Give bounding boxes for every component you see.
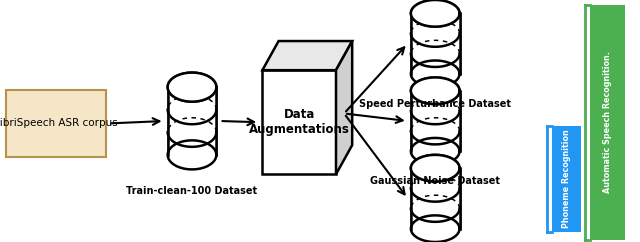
Polygon shape (411, 0, 460, 27)
Polygon shape (336, 41, 352, 174)
Text: Phoneme Recognition: Phoneme Recognition (562, 130, 571, 228)
Polygon shape (411, 138, 460, 165)
Polygon shape (411, 155, 460, 182)
Polygon shape (168, 73, 216, 102)
FancyBboxPatch shape (6, 90, 106, 157)
Bar (590, 5, 625, 240)
Text: Speed Perturbance Dataset: Speed Perturbance Dataset (359, 99, 511, 109)
Polygon shape (411, 77, 460, 104)
Polygon shape (168, 87, 216, 155)
Polygon shape (411, 215, 460, 242)
Polygon shape (411, 60, 460, 87)
Text: Gaussian Noise Dataset: Gaussian Noise Dataset (370, 176, 500, 187)
Text: Data
Augmentations: Data Augmentations (249, 108, 349, 136)
Polygon shape (411, 0, 460, 27)
Polygon shape (262, 41, 352, 70)
Text: LibriSpeech ASR corpus: LibriSpeech ASR corpus (0, 118, 118, 129)
Text: Train-clean-100 Dataset: Train-clean-100 Dataset (127, 186, 257, 196)
Polygon shape (411, 155, 460, 182)
Bar (552, 126, 581, 232)
Polygon shape (411, 77, 460, 104)
Polygon shape (411, 91, 460, 151)
Polygon shape (262, 70, 336, 174)
Polygon shape (168, 73, 216, 102)
Polygon shape (411, 13, 460, 74)
Polygon shape (411, 168, 460, 229)
Polygon shape (168, 140, 216, 169)
Text: Automatic Speech Recognition.: Automatic Speech Recognition. (603, 51, 612, 193)
